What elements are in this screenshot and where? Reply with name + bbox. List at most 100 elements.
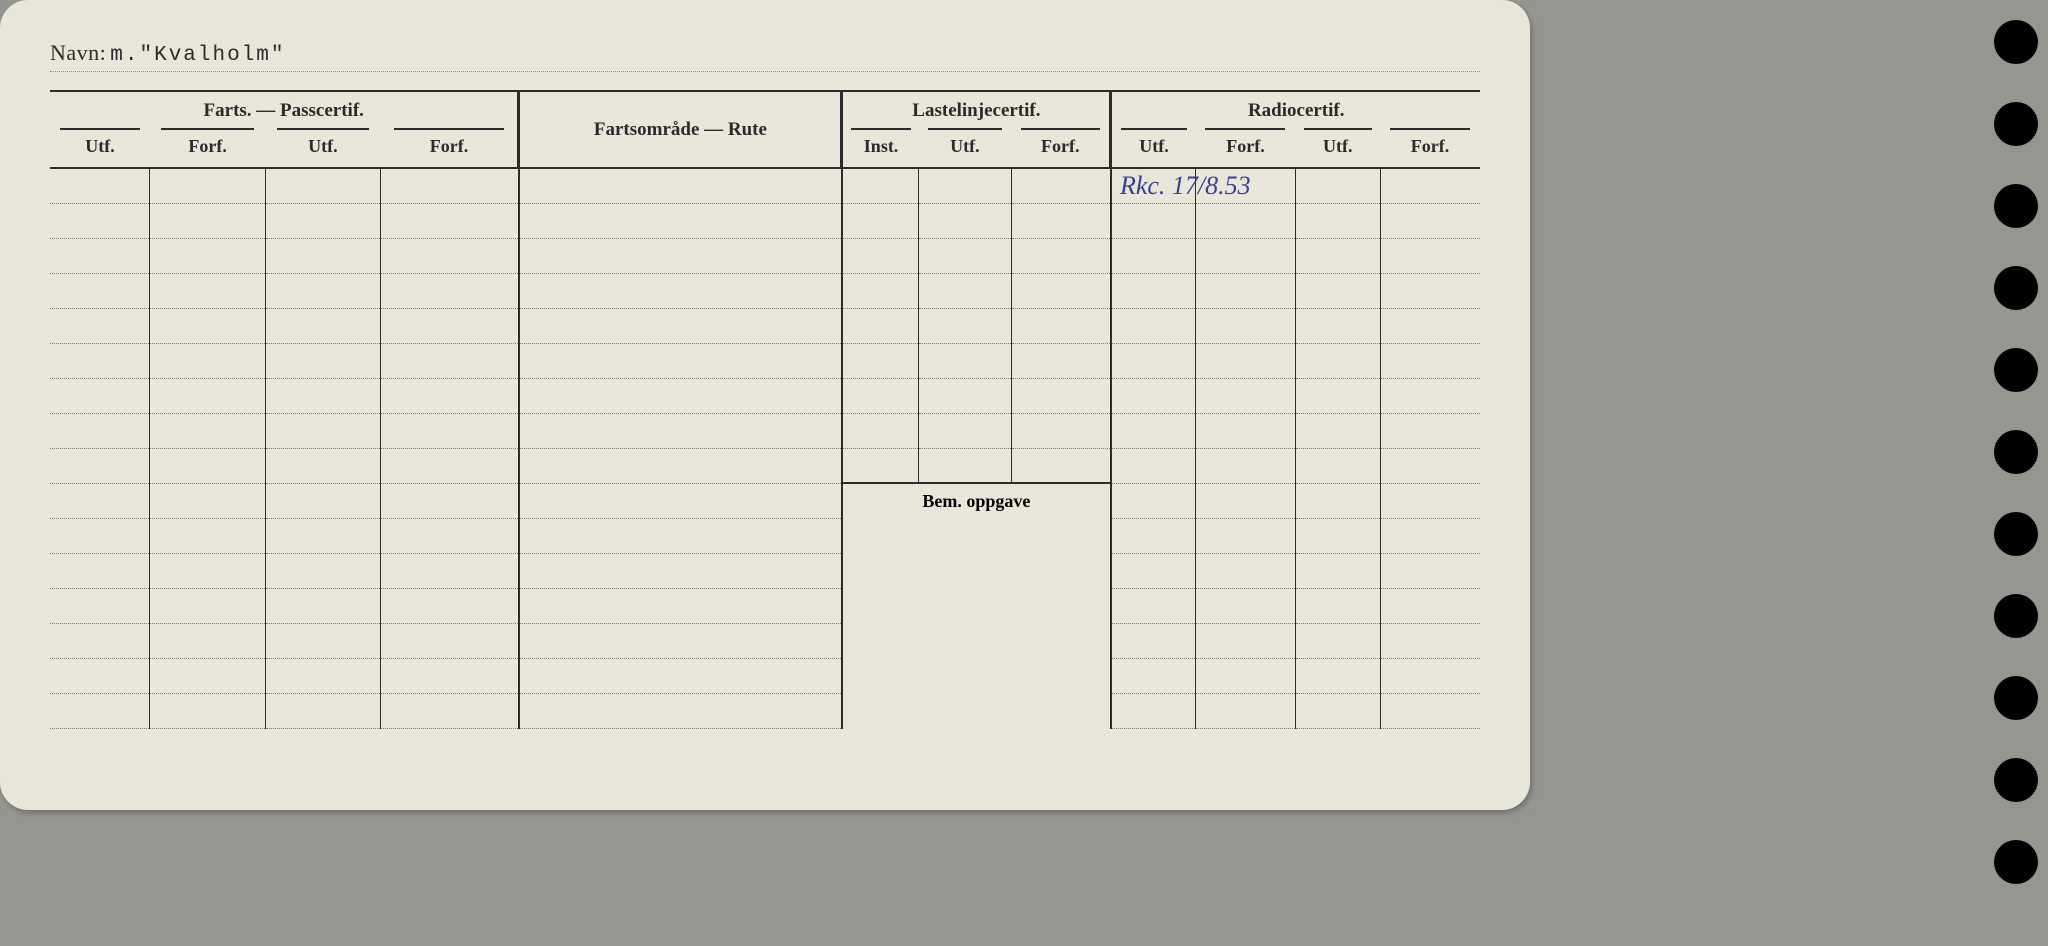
table-cell xyxy=(519,273,842,308)
table-cell xyxy=(381,413,519,448)
table-cell xyxy=(1295,448,1380,483)
table-row xyxy=(50,553,1480,588)
table-cell xyxy=(1111,483,1196,518)
table-cell xyxy=(265,588,380,623)
table-cell xyxy=(919,413,1011,448)
table-cell xyxy=(381,658,519,693)
hole-icon xyxy=(1994,594,2038,638)
table-row: Rkc. 17/8.53 xyxy=(50,168,1480,203)
table-cell xyxy=(842,413,919,448)
table-cell xyxy=(381,203,519,238)
table-cell xyxy=(1196,203,1296,238)
table-cell xyxy=(519,168,842,203)
table-cell xyxy=(1111,553,1196,588)
table-row xyxy=(50,588,1480,623)
table-cell xyxy=(919,168,1011,203)
table-cell xyxy=(150,448,265,483)
table-cell xyxy=(919,238,1011,273)
table-cell xyxy=(265,658,380,693)
table-cell xyxy=(1196,238,1296,273)
hole-icon xyxy=(1994,184,2038,228)
table-row xyxy=(50,693,1480,728)
table-cell xyxy=(1011,203,1111,238)
navn-row: Navn: m. "Kvalholm" xyxy=(50,40,1480,72)
navn-label: Navn: xyxy=(50,40,106,66)
table-cell xyxy=(1196,693,1296,728)
table-cell: Rkc. 17/8.53 xyxy=(1111,168,1196,203)
table-cell xyxy=(1011,308,1111,343)
table-cell xyxy=(150,553,265,588)
table-row xyxy=(50,343,1480,378)
table-cell xyxy=(1011,448,1111,483)
table-cell xyxy=(1111,518,1196,553)
table-cell xyxy=(519,483,842,518)
table-row xyxy=(50,413,1480,448)
table-cell xyxy=(265,343,380,378)
col-forf: Forf. xyxy=(1380,130,1480,168)
table-cell xyxy=(381,343,519,378)
table-cell xyxy=(1380,518,1480,553)
table-cell xyxy=(519,553,842,588)
navn-value: "Kvalholm" xyxy=(139,44,285,67)
table-cell xyxy=(381,378,519,413)
table-cell xyxy=(381,448,519,483)
col-utf: Utf. xyxy=(1295,130,1380,168)
section-header-row: Farts. — Passcertif. Fartsområde — Rute … xyxy=(50,91,1480,130)
table-cell xyxy=(1111,623,1196,658)
table-cell xyxy=(265,518,380,553)
table-cell xyxy=(150,273,265,308)
table-cell xyxy=(1111,413,1196,448)
table-cell xyxy=(150,658,265,693)
hole-icon xyxy=(1994,102,2038,146)
table-cell xyxy=(842,448,919,483)
hole-icon xyxy=(1994,512,2038,556)
table-cell xyxy=(150,343,265,378)
hole-icon xyxy=(1994,430,2038,474)
table-cell xyxy=(919,273,1011,308)
table-cell xyxy=(919,308,1011,343)
table-cell xyxy=(1380,273,1480,308)
table-cell xyxy=(1111,378,1196,413)
table-cell xyxy=(50,483,150,518)
table-cell xyxy=(381,553,519,588)
table-cell xyxy=(265,448,380,483)
table-cell xyxy=(1011,343,1111,378)
table-cell xyxy=(1196,168,1296,203)
table-cell xyxy=(1111,693,1196,728)
table-cell xyxy=(1111,448,1196,483)
table-cell xyxy=(1380,203,1480,238)
table-cell xyxy=(1196,518,1296,553)
certificate-table: Farts. — Passcertif. Fartsområde — Rute … xyxy=(50,90,1480,729)
bem-oppgave-header: Bem. oppgave xyxy=(842,483,1111,518)
table-cell xyxy=(1295,203,1380,238)
table-cell xyxy=(50,308,150,343)
table-cell xyxy=(265,308,380,343)
table-cell xyxy=(842,273,919,308)
table-cell xyxy=(265,413,380,448)
table-cell xyxy=(150,378,265,413)
navn-prefix: m. xyxy=(110,44,139,67)
section-laste: Lastelinjecertif. xyxy=(842,91,1111,130)
table-cell xyxy=(1295,413,1380,448)
table-cell xyxy=(1295,273,1380,308)
table-cell xyxy=(1295,168,1380,203)
table-row xyxy=(50,238,1480,273)
table-cell xyxy=(1295,308,1380,343)
section-farts: Farts. — Passcertif. xyxy=(50,91,519,130)
table-cell xyxy=(265,693,380,728)
table-cell xyxy=(265,553,380,588)
table-cell xyxy=(50,343,150,378)
table-cell xyxy=(919,448,1011,483)
table-cell xyxy=(1380,308,1480,343)
table-cell xyxy=(919,378,1011,413)
table-cell xyxy=(519,238,842,273)
table-cell xyxy=(1111,343,1196,378)
table-cell xyxy=(1295,378,1380,413)
table-cell xyxy=(1111,658,1196,693)
table-cell xyxy=(50,518,150,553)
table-cell xyxy=(1380,238,1480,273)
table-cell xyxy=(1011,378,1111,413)
table-cell xyxy=(50,588,150,623)
table-cell xyxy=(265,168,380,203)
table-cell xyxy=(150,518,265,553)
